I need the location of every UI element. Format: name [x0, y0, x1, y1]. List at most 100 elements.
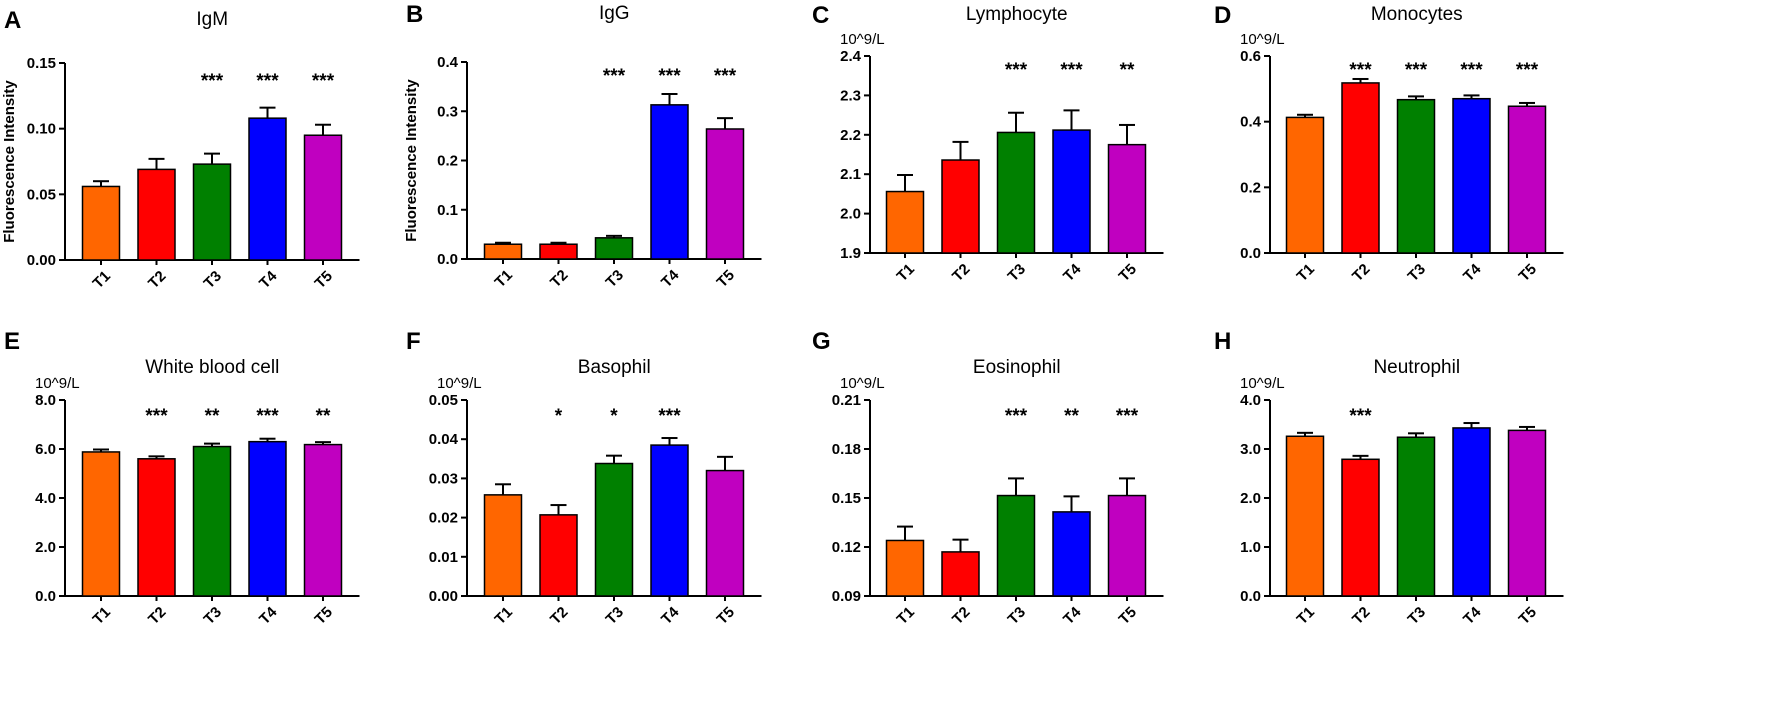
bar-t2	[539, 514, 578, 597]
y-tick-label: 0.15	[832, 490, 861, 507]
bar-t5	[1107, 143, 1147, 254]
y-tick-label: 1.0	[1240, 539, 1261, 556]
bar-t4	[650, 444, 689, 597]
panel-label-e: E	[4, 328, 20, 355]
y-tick-label: 0.0	[1240, 588, 1261, 605]
x-tick-label: T2	[949, 261, 973, 285]
significance-marker: ***	[658, 66, 681, 87]
y-tick-label: 0.00	[27, 252, 56, 269]
bar-t3	[1396, 98, 1436, 254]
bar-t1	[483, 494, 523, 597]
x-tick-label: T2	[1349, 604, 1373, 628]
bar-t4	[1452, 427, 1491, 597]
x-tick-label: T5	[1116, 604, 1140, 628]
y-tick-label: 0.0	[35, 588, 56, 605]
bar-t3	[594, 237, 634, 260]
x-tick-label: T1	[894, 261, 918, 285]
y-tick-label: 0.03	[429, 470, 458, 487]
y-tick-label: 2.2	[840, 127, 861, 144]
y-axis-label: Fluorescence Intensity	[1, 80, 18, 243]
y-tick-label: 0.05	[429, 392, 458, 409]
y-tick-label: 3.0	[1240, 441, 1261, 458]
significance-marker: **	[316, 406, 331, 427]
y-unit-label: 10^9/L	[840, 375, 885, 392]
x-tick-label: T1	[90, 268, 114, 292]
significance-marker: ***	[1516, 60, 1539, 81]
y-tick-label: 2.1	[840, 166, 861, 183]
significance-marker: ***	[1349, 406, 1372, 427]
y-tick-label: 0.4	[1240, 114, 1262, 131]
x-tick-label: T5	[1516, 261, 1540, 285]
bar-t5	[1507, 105, 1547, 254]
bar-t1	[81, 185, 121, 261]
x-tick-label: T4	[1460, 260, 1485, 285]
y-tick-label: 0.18	[832, 441, 861, 458]
bar-t4	[1052, 129, 1091, 254]
significance-marker: ***	[1005, 406, 1028, 427]
panel-label-d: D	[1214, 2, 1231, 29]
x-tick-label: T4	[256, 267, 281, 292]
panel-label-a: A	[4, 7, 21, 34]
significance-marker: ***	[1116, 406, 1139, 427]
x-tick-label: T5	[1116, 261, 1140, 285]
significance-marker: *	[610, 406, 618, 427]
bar-t4	[1052, 511, 1091, 597]
y-tick-label: 0.0	[437, 251, 458, 268]
y-unit-label: 10^9/L	[437, 375, 482, 392]
y-tick-label: 0.0	[1240, 245, 1261, 262]
x-tick-label: T3	[603, 604, 627, 628]
y-tick-label: 2.3	[840, 87, 861, 104]
x-tick-label: T3	[201, 268, 225, 292]
bar-t2	[137, 458, 176, 597]
x-tick-label: T2	[145, 604, 169, 628]
bar-t1	[885, 539, 925, 597]
significance-marker: *	[555, 406, 563, 427]
significance-marker: ***	[603, 66, 626, 87]
bar-t5	[303, 443, 343, 597]
y-tick-label: 2.0	[35, 539, 56, 556]
bar-t4	[650, 104, 689, 260]
y-tick-label: 0.02	[429, 510, 458, 527]
y-tick-label: 0.12	[832, 539, 861, 556]
y-tick-label: 0.6	[1240, 48, 1261, 65]
chart-title-neutrophil: Neutrophil	[1373, 357, 1460, 378]
significance-marker: ***	[1060, 60, 1083, 81]
x-tick-label: T2	[1349, 261, 1373, 285]
significance-marker: ***	[201, 71, 224, 92]
y-tick-label: 0.10	[27, 121, 56, 138]
y-unit-label: 10^9/L	[35, 375, 80, 392]
y-tick-label: 0.2	[437, 153, 458, 170]
x-tick-label: T5	[312, 268, 336, 292]
x-tick-label: T1	[894, 604, 918, 628]
x-tick-label: T4	[1460, 603, 1485, 628]
bar-t2	[941, 159, 980, 254]
x-tick-label: T4	[658, 603, 683, 628]
y-tick-label: 0.00	[429, 588, 458, 605]
y-tick-label: 0.15	[27, 55, 56, 72]
significance-marker: ***	[256, 71, 279, 92]
bar-t1	[885, 190, 925, 254]
x-tick-label: T3	[201, 604, 225, 628]
x-tick-label: T3	[1005, 261, 1029, 285]
y-tick-label: 0.01	[429, 549, 458, 566]
y-tick-label: 6.0	[35, 441, 56, 458]
bar-t2	[539, 243, 578, 260]
y-tick-label: 0.3	[437, 103, 458, 120]
y-tick-label: 4.0	[1240, 392, 1261, 409]
y-tick-label: 2.0	[1240, 490, 1261, 507]
significance-marker: ***	[145, 406, 168, 427]
bar-t3	[192, 445, 232, 597]
chart-title-igg: IgG	[599, 3, 630, 24]
significance-marker: ***	[256, 406, 279, 427]
y-axis-label: Fluorescence Intensity	[403, 79, 420, 242]
x-tick-label: T1	[492, 604, 516, 628]
x-tick-label: T5	[714, 267, 738, 291]
bar-t2	[1341, 82, 1380, 254]
x-tick-label: T4	[1060, 260, 1085, 285]
panel-label-g: G	[812, 328, 831, 355]
x-tick-label: T1	[492, 267, 516, 291]
x-tick-label: T4	[256, 603, 281, 628]
panel-label-h: H	[1214, 328, 1231, 355]
y-tick-label: 8.0	[35, 392, 56, 409]
